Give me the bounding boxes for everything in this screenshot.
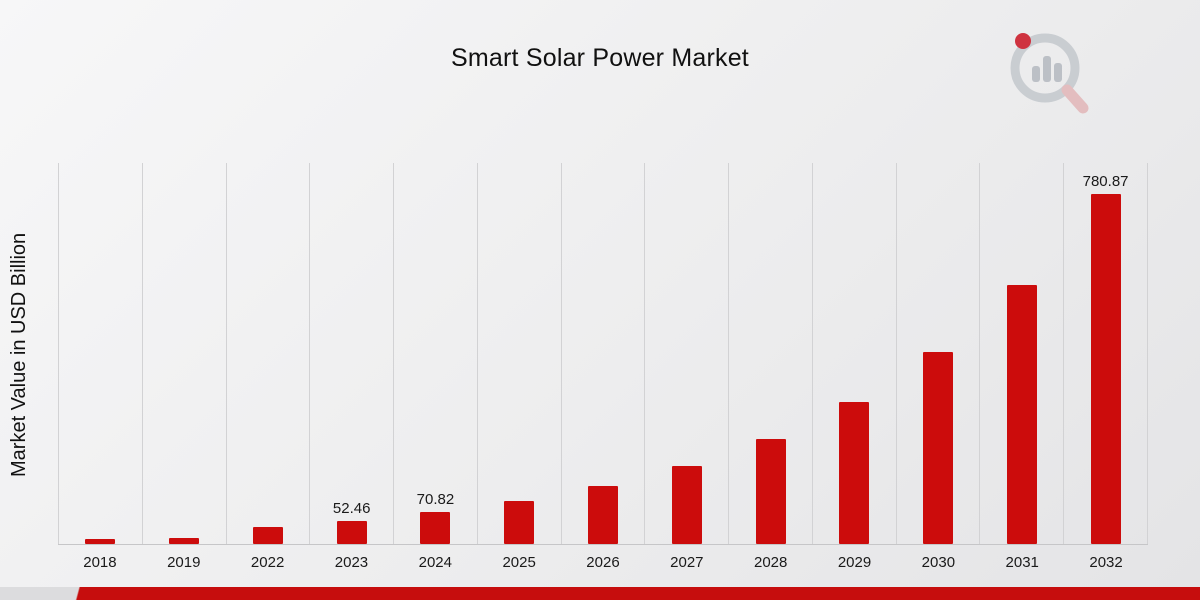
bar-2019 xyxy=(169,537,200,544)
plot-area: 52.46 70.82 780.87 2018 2019 2022 2023 2024 202… xyxy=(58,163,1148,571)
bar-2027 xyxy=(671,465,702,544)
bar-2029 xyxy=(839,401,870,544)
bar-2022 xyxy=(252,526,283,544)
footer-accent-bar xyxy=(0,587,1200,600)
chart-column-2028 xyxy=(728,163,812,544)
bars-region: 52.46 70.82 780.87 xyxy=(58,163,1148,545)
chart-title: Smart Solar Power Market xyxy=(451,44,749,72)
x-tick-label-2031: 2031 xyxy=(1005,554,1039,571)
x-tick-label-2028: 2028 xyxy=(753,554,788,571)
x-tick-label-2032: 2032 xyxy=(1089,554,1123,571)
bar-2018 xyxy=(85,539,116,544)
chart-column-2029 xyxy=(811,163,896,544)
chart-column-2027 xyxy=(644,163,728,544)
bar-value-label: 52.46 xyxy=(332,499,371,517)
bar-2032 xyxy=(1090,194,1121,544)
bar-2026 xyxy=(587,486,618,544)
chart-column-2018 xyxy=(58,163,142,544)
chart-column-2019 xyxy=(141,163,226,544)
x-tick-label-2030: 2030 xyxy=(921,554,956,571)
chart-column-2023: 52.46 xyxy=(309,163,393,544)
bar-value-label: 780.87 xyxy=(1082,173,1129,190)
x-tick-label-2029: 2029 xyxy=(837,554,872,571)
x-tick-label-2027: 2027 xyxy=(670,554,704,571)
bar-2025 xyxy=(504,501,535,544)
bar-2023 xyxy=(336,520,367,544)
brand-logo xyxy=(999,28,1095,121)
magnifier-chart-logo-icon xyxy=(1010,33,1089,114)
bar-2030 xyxy=(923,351,954,544)
chart-column-2025 xyxy=(476,163,561,544)
x-tick-label-2026: 2026 xyxy=(586,554,620,571)
chart-column-2026 xyxy=(560,163,645,544)
x-tick-label-2018: 2018 xyxy=(83,554,117,571)
chart-column-2032: 780.87 xyxy=(1063,163,1148,544)
x-tick-label-2023: 2023 xyxy=(334,554,369,571)
x-tick-label-2022: 2022 xyxy=(250,554,285,571)
bar-2028 xyxy=(755,438,786,544)
chart-column-2024: 70.82 xyxy=(393,163,477,544)
x-tick-label-2019: 2019 xyxy=(167,554,201,571)
x-tick-label-2025: 2025 xyxy=(502,554,536,571)
chart-column-2022 xyxy=(225,163,310,544)
chart-column-2031 xyxy=(979,163,1063,544)
bar-2024 xyxy=(420,512,451,544)
y-axis-label: Market Value in USD Billion xyxy=(8,232,30,478)
bar-value-label: 70.82 xyxy=(416,491,455,509)
x-tick-label-2024: 2024 xyxy=(418,554,452,571)
x-axis-ticks: 2018 2019 2022 2023 2024 2025 2026 2027 2028 2029… xyxy=(58,545,1148,571)
bar-2031 xyxy=(1006,284,1037,544)
chart-column-2030 xyxy=(895,163,980,544)
